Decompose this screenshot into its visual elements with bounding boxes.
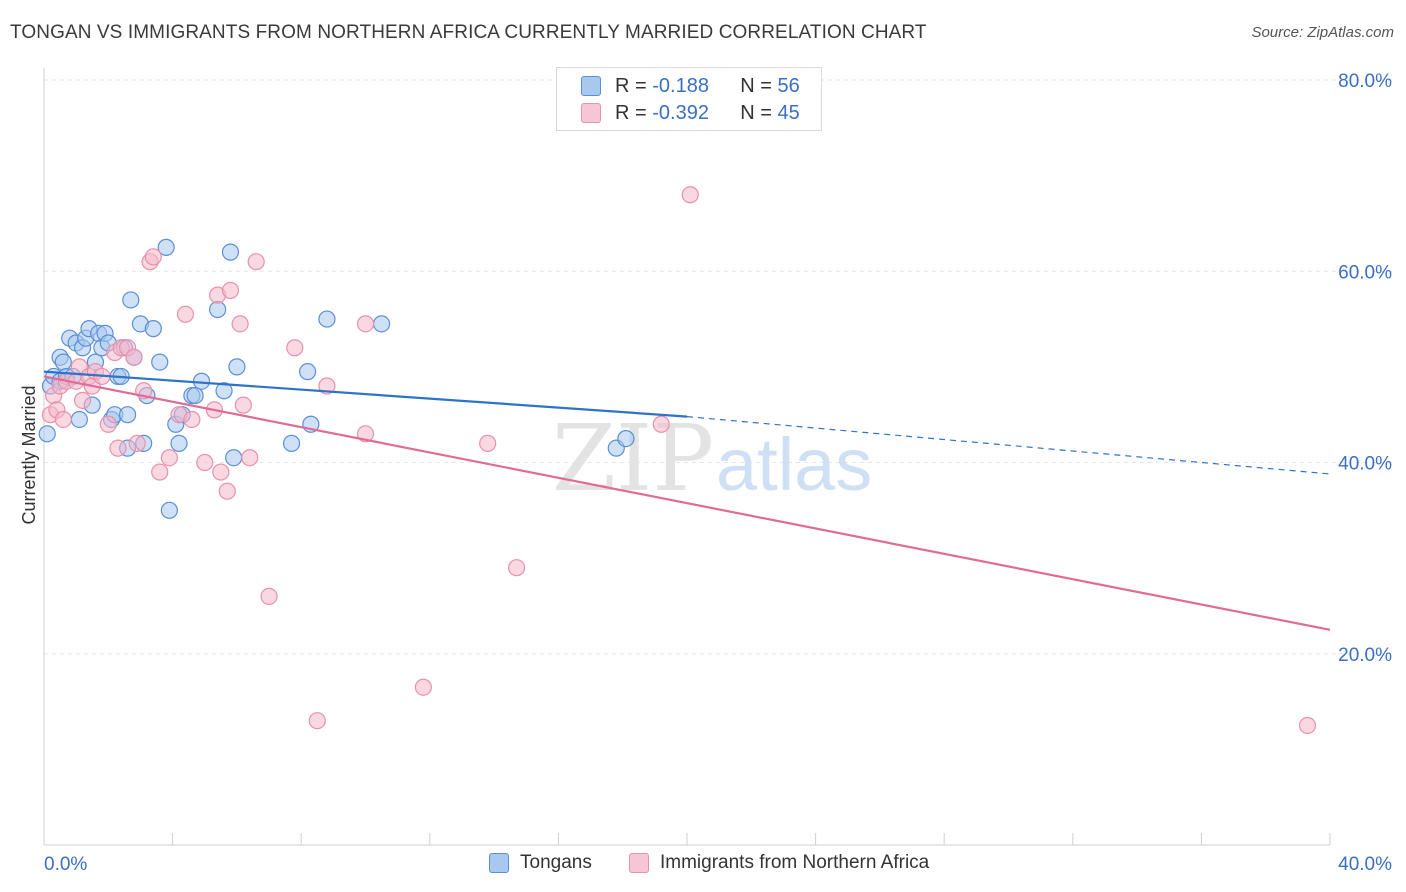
northern-africa-point bbox=[247, 253, 265, 271]
y-tick-label: 60.0% bbox=[1338, 262, 1392, 283]
series-tongans-points bbox=[38, 238, 635, 519]
legend-item-tongans[interactable]: Tongans bbox=[489, 852, 592, 874]
tongans-point bbox=[299, 363, 317, 381]
stats-legend: R = -0.188 N = 56 R = -0.392 N = 45 bbox=[556, 67, 822, 131]
grid-lines bbox=[44, 79, 1392, 655]
northern-africa-point bbox=[241, 449, 259, 467]
northern-africa-point bbox=[1298, 716, 1317, 735]
northern-africa-point bbox=[196, 453, 214, 472]
northern-africa-point bbox=[176, 305, 195, 323]
watermark: ZIP atlas bbox=[552, 405, 872, 512]
northern-africa-point bbox=[212, 463, 230, 481]
northern-africa-point bbox=[652, 415, 670, 433]
northern-africa-point bbox=[479, 434, 497, 452]
axes bbox=[43, 68, 1331, 846]
northern-africa-point bbox=[109, 439, 127, 457]
tongans-point bbox=[282, 434, 301, 452]
northern-africa-point bbox=[125, 348, 143, 366]
chart-title: TONGAN VS IMMIGRANTS FROM NORTHERN AFRIC… bbox=[10, 22, 927, 43]
n-label: N = bbox=[740, 74, 772, 97]
northern-africa-point bbox=[308, 712, 326, 730]
tongans-point bbox=[70, 410, 88, 429]
tongans-point bbox=[215, 382, 233, 400]
northern-africa-point bbox=[414, 678, 432, 696]
r-label: R = bbox=[615, 101, 647, 124]
y-axis-label: Currently Married bbox=[19, 385, 39, 524]
tongans-point bbox=[38, 425, 56, 443]
watermark-atlas: atlas bbox=[716, 423, 872, 506]
stats-row-tongans: R = -0.188 N = 56 bbox=[581, 73, 800, 99]
trend-lines bbox=[43, 370, 1331, 631]
northern-africa-point bbox=[54, 410, 72, 429]
northern-africa-point bbox=[231, 315, 249, 333]
northern-africa-point bbox=[99, 415, 117, 433]
series-legend: Tongans Immigrants from Northern Africa bbox=[0, 852, 1406, 878]
tongans-point bbox=[122, 291, 140, 309]
northern-africa-point bbox=[356, 425, 375, 443]
n-value: 56 bbox=[777, 74, 800, 97]
tongans-point bbox=[228, 358, 246, 376]
northern-africa-point bbox=[218, 482, 236, 500]
northern-africa-point bbox=[681, 186, 699, 204]
northern-africa-point bbox=[144, 248, 162, 266]
series-northern-africa-points bbox=[41, 186, 1317, 735]
northern-africa-point bbox=[286, 339, 304, 357]
northern-africa-trend-line bbox=[43, 375, 1331, 631]
r-value: -0.392 bbox=[652, 101, 709, 124]
n-value: 45 bbox=[777, 101, 800, 124]
legend-label-northern-africa: Immigrants from Northern Africa bbox=[660, 852, 930, 873]
x-tick-label: 40.0% bbox=[1338, 854, 1392, 875]
tongans-point bbox=[225, 449, 243, 467]
tongans-point bbox=[221, 243, 240, 261]
northern-africa-point bbox=[234, 396, 252, 414]
tongans-point bbox=[144, 320, 162, 338]
tongans-point bbox=[186, 386, 204, 405]
northern-africa-point bbox=[508, 559, 526, 577]
northern-africa-point bbox=[221, 281, 240, 299]
legend-label-tongans: Tongans bbox=[520, 852, 592, 873]
tongans-swatch bbox=[581, 76, 601, 96]
northern-africa-point bbox=[356, 315, 375, 333]
tongans-point bbox=[318, 310, 336, 328]
legend-item-northern-africa[interactable]: Immigrants from Northern Africa bbox=[629, 852, 929, 874]
northern-africa-point bbox=[260, 587, 278, 605]
x-tick-label: 0.0% bbox=[44, 854, 87, 875]
source-label: Source: ZipAtlas.com bbox=[1251, 24, 1394, 41]
northern-africa-swatch bbox=[581, 103, 601, 123]
r-label: R = bbox=[615, 74, 647, 97]
tongans-point bbox=[160, 501, 178, 519]
tick-labels: 20.0% 40.0% 60.0% 80.0% 0.0% 40.0% bbox=[44, 71, 1392, 875]
tongans-trend-extension bbox=[686, 416, 1331, 475]
tongans-point bbox=[209, 300, 227, 319]
northern-africa-point bbox=[318, 377, 336, 395]
tongans-legend-swatch bbox=[489, 853, 509, 873]
tongans-point bbox=[54, 353, 72, 371]
northern-africa-legend-swatch bbox=[629, 853, 649, 873]
stats-row-northern-africa: R = -0.392 N = 45 bbox=[581, 100, 800, 126]
northern-africa-point bbox=[151, 463, 169, 481]
y-tick-label: 20.0% bbox=[1338, 645, 1392, 666]
northern-africa-point bbox=[128, 434, 146, 452]
tongans-point bbox=[157, 238, 175, 256]
y-tick-label: 80.0% bbox=[1338, 71, 1392, 92]
tongans-point bbox=[151, 353, 169, 371]
watermark-zip: ZIP bbox=[552, 405, 714, 512]
tongans-point bbox=[372, 315, 391, 333]
y-tick-label: 40.0% bbox=[1338, 454, 1392, 475]
tongans-point bbox=[617, 429, 635, 448]
tongans-point bbox=[170, 434, 188, 452]
n-label: N = bbox=[740, 101, 772, 124]
tongans-trend-line bbox=[43, 370, 688, 418]
northern-africa-point bbox=[183, 410, 201, 429]
r-value: -0.188 bbox=[652, 74, 709, 97]
northern-africa-point bbox=[160, 449, 178, 467]
northern-africa-point bbox=[73, 391, 92, 409]
tongans-point bbox=[118, 406, 137, 424]
